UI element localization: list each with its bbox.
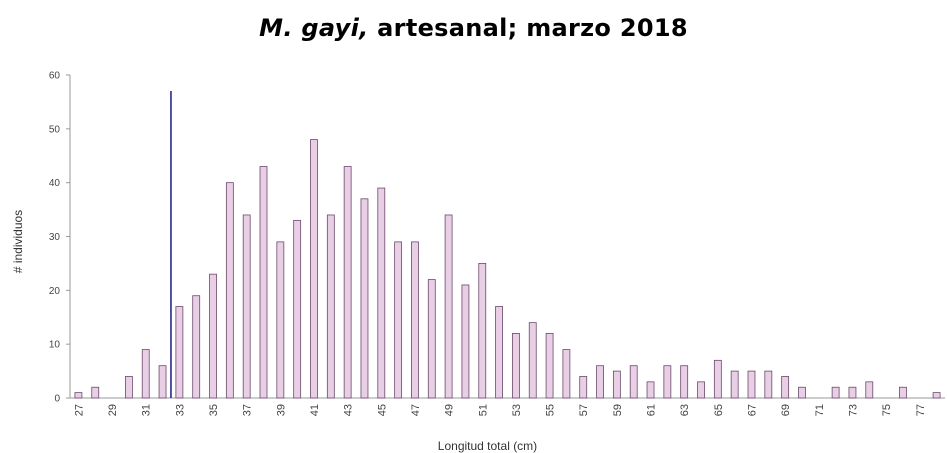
bar (427, 279, 436, 399)
bar (865, 381, 874, 399)
chart-title-species: M. gayi, (259, 14, 369, 42)
x-tick-label: 65 (713, 404, 725, 416)
x-tick-label: 77 (915, 404, 927, 416)
bar (781, 376, 790, 399)
bar (276, 241, 285, 399)
bar (478, 263, 487, 399)
x-tick-label: 33 (174, 404, 186, 416)
bar (512, 332, 520, 399)
bar (192, 295, 201, 399)
x-tick-label: 43 (343, 404, 355, 416)
bar (360, 198, 369, 399)
x-tick-label: 41 (309, 404, 321, 416)
bar (495, 306, 503, 399)
x-tick-label: 63 (679, 404, 691, 416)
bar (663, 365, 672, 399)
chart-title-rest: artesanal; marzo 2018 (368, 14, 688, 42)
bar (209, 273, 217, 399)
x-tick-label: 67 (746, 404, 758, 416)
bar (91, 386, 100, 399)
bar (141, 349, 150, 399)
bar (713, 359, 722, 399)
bar (242, 214, 251, 399)
x-tick-label: 55 (545, 404, 557, 416)
bar (293, 219, 302, 399)
bar (899, 386, 907, 399)
bar (932, 392, 941, 399)
x-tick-label: 59 (612, 404, 624, 416)
bar (680, 365, 689, 399)
bar (124, 376, 133, 399)
bar (377, 187, 386, 399)
y-axis-label: # individuos (11, 210, 25, 273)
y-tick-label: 0 (54, 394, 60, 405)
x-tick-label: 39 (275, 404, 287, 416)
bar (697, 381, 705, 399)
bar (326, 214, 335, 399)
x-tick-label: 53 (511, 404, 523, 416)
bar (612, 370, 621, 399)
bar (528, 322, 537, 399)
x-tick-label: 47 (410, 404, 422, 416)
bar (798, 386, 806, 399)
bar (848, 386, 857, 399)
y-tick-label: 60 (49, 71, 61, 82)
bar (629, 365, 638, 399)
bar (175, 306, 184, 399)
x-tick-label: 29 (107, 404, 119, 416)
bars-group (74, 139, 941, 399)
y-tick-label: 20 (49, 286, 61, 297)
x-axis-label: Longitud total (cm) (438, 439, 537, 453)
bar (730, 370, 739, 399)
bar (310, 139, 318, 399)
bar (158, 365, 167, 399)
y-tick-label: 40 (49, 178, 61, 189)
chart-title: M. gayi, artesanal; marzo 2018 (0, 14, 947, 42)
bar (394, 241, 403, 399)
x-tick-label: 49 (444, 404, 456, 416)
x-tick-label: 45 (376, 404, 388, 416)
y-tick-label: 50 (49, 124, 61, 135)
bar (411, 241, 419, 399)
x-tick-label: 75 (881, 404, 893, 416)
bar (225, 182, 234, 399)
x-tick-label: 27 (73, 404, 85, 416)
y-tick-label: 30 (49, 232, 61, 243)
x-tick-label: 69 (780, 404, 792, 416)
x-tick-label: 57 (578, 404, 590, 416)
y-tick-label: 10 (49, 340, 61, 351)
bar (343, 166, 352, 399)
x-tick-label: 31 (141, 404, 153, 416)
bar (596, 365, 604, 399)
bar (74, 392, 83, 399)
x-axis-ticks: 27 29 31 33 35 37 39 41 43 45 47 49 51 53 55 57 59 61 63 65… (73, 404, 926, 416)
x-tick-label: 35 (208, 404, 220, 416)
bar (259, 166, 268, 399)
bar (461, 284, 470, 399)
x-tick-label: 71 (814, 404, 826, 416)
bar (444, 214, 453, 399)
x-tick-label: 51 (477, 404, 489, 416)
x-tick-label: 73 (847, 404, 859, 416)
y-axis-ticks: 0 10 20 30 40 50 60 (49, 71, 70, 405)
bar (747, 370, 756, 399)
bar (545, 332, 554, 399)
bar (831, 386, 840, 399)
bar (646, 381, 655, 399)
bar (562, 349, 571, 399)
x-tick-label: 61 (646, 404, 658, 416)
bar (579, 376, 588, 399)
x-tick-label: 37 (242, 404, 254, 416)
bar (764, 370, 773, 399)
